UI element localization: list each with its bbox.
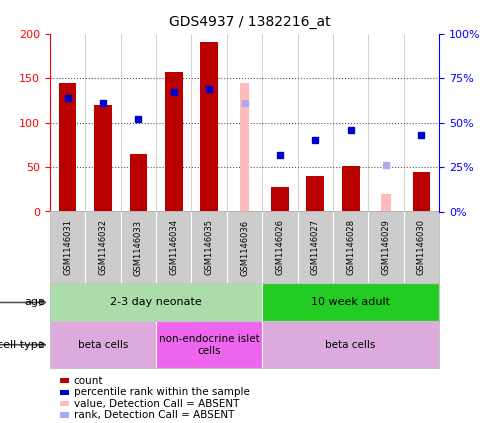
Text: GSM1146029: GSM1146029 <box>382 220 391 275</box>
Bar <box>165 72 183 212</box>
Bar <box>342 166 359 212</box>
Text: non-endocrine islet
cells: non-endocrine islet cells <box>159 334 259 356</box>
Text: 2-3 day neonate: 2-3 day neonate <box>110 297 202 308</box>
Text: GSM1146026: GSM1146026 <box>275 220 284 275</box>
Text: GSM1146027: GSM1146027 <box>311 220 320 275</box>
Bar <box>381 194 391 212</box>
Text: GSM1146030: GSM1146030 <box>417 220 426 275</box>
Text: count: count <box>74 376 103 386</box>
Bar <box>50 321 156 368</box>
Text: cell type: cell type <box>0 340 45 350</box>
Bar <box>262 321 439 368</box>
Bar <box>94 105 112 212</box>
Text: value, Detection Call = ABSENT: value, Detection Call = ABSENT <box>74 398 239 409</box>
Bar <box>271 187 289 212</box>
Bar <box>413 173 430 212</box>
Text: 10 week adult: 10 week adult <box>311 297 390 308</box>
Text: beta cells: beta cells <box>78 340 128 350</box>
Text: rank, Detection Call = ABSENT: rank, Detection Call = ABSENT <box>74 410 234 420</box>
Bar <box>59 83 76 212</box>
Bar <box>240 83 250 212</box>
Bar <box>200 42 218 212</box>
Text: percentile rank within the sample: percentile rank within the sample <box>74 387 250 397</box>
Bar <box>262 283 439 321</box>
Text: GSM1146031: GSM1146031 <box>63 220 72 275</box>
Text: age: age <box>24 297 45 308</box>
Text: GDS4937 / 1382216_at: GDS4937 / 1382216_at <box>169 15 330 29</box>
Text: GSM1146034: GSM1146034 <box>169 220 178 275</box>
Text: beta cells: beta cells <box>325 340 376 350</box>
Text: GSM1146036: GSM1146036 <box>240 220 249 275</box>
Bar <box>156 321 262 368</box>
Bar <box>50 283 262 321</box>
Text: GSM1146035: GSM1146035 <box>205 220 214 275</box>
Text: GSM1146033: GSM1146033 <box>134 220 143 275</box>
Text: GSM1146028: GSM1146028 <box>346 220 355 275</box>
Bar <box>130 154 147 212</box>
Bar <box>306 176 324 212</box>
Text: GSM1146032: GSM1146032 <box>98 220 107 275</box>
